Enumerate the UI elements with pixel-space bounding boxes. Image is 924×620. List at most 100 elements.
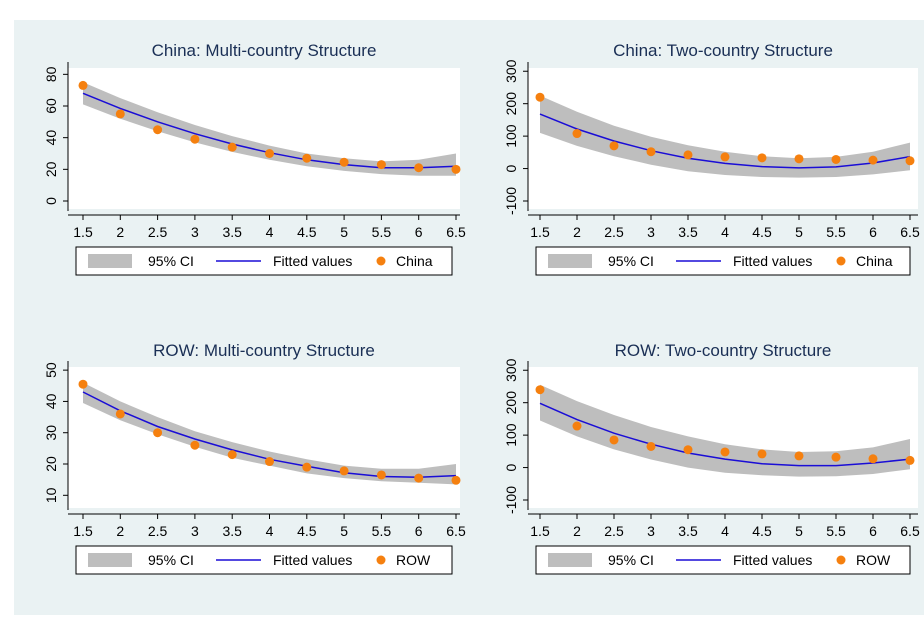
y-tick-label: 0	[503, 164, 519, 172]
data-point	[794, 451, 804, 461]
x-tick-label: 6.5	[446, 523, 466, 539]
x-tick-label: 4	[266, 523, 274, 539]
legend-fitted-label: Fitted values	[273, 253, 352, 269]
x-tick-label: 5.5	[826, 523, 846, 539]
legend-point-label: ROW	[856, 552, 891, 568]
data-point	[646, 441, 656, 451]
x-tick-label: 5	[340, 224, 348, 240]
data-point	[115, 109, 125, 119]
y-tick-label: -100	[503, 486, 519, 514]
data-point	[609, 435, 619, 445]
plot-area	[68, 68, 460, 209]
legend-ci-swatch	[88, 553, 132, 567]
x-tick-label: 6	[415, 523, 423, 539]
y-tick-label: 200	[503, 391, 519, 415]
data-point	[757, 153, 767, 163]
x-tick-label: 5	[795, 224, 803, 240]
data-point	[535, 385, 545, 395]
legend-box	[535, 545, 911, 575]
x-tick-label: 2	[573, 224, 581, 240]
x-tick-label: 4	[721, 224, 729, 240]
legend-ci-label: 95% CI	[608, 552, 654, 568]
data-point	[572, 421, 582, 431]
x-tick-label: 3.5	[678, 224, 698, 240]
x-tick-label: 2.5	[148, 523, 168, 539]
y-tick-label: 100	[503, 124, 519, 148]
x-tick-label: 4.5	[752, 523, 772, 539]
data-point	[535, 92, 545, 102]
chart-panel-1: China: Multi-country Structure 0 20 40 60 80 1…	[43, 41, 466, 276]
data-point	[190, 134, 200, 144]
chart-title: China: Multi-country Structure	[152, 41, 377, 60]
x-tick-label: 4.5	[752, 224, 772, 240]
data-point	[115, 409, 125, 419]
legend-ci-swatch	[88, 254, 132, 268]
x-tick-label: 2.5	[148, 224, 168, 240]
data-point	[339, 157, 349, 167]
ci-band	[540, 384, 910, 477]
data-point	[905, 156, 915, 166]
x-tick-label: 6.5	[900, 523, 920, 539]
x-tick-label: 3	[191, 224, 199, 240]
data-point	[868, 454, 878, 464]
x-tick-label: 5.5	[372, 523, 392, 539]
legend-box	[75, 246, 453, 276]
data-point	[376, 160, 386, 170]
data-point	[720, 152, 730, 162]
data-point	[831, 452, 841, 462]
data-point	[905, 455, 915, 465]
data-point	[868, 155, 878, 165]
chart-panel-4: ROW: Two-country Structure -100 0 100 200 300…	[503, 341, 920, 575]
data-point	[227, 450, 237, 460]
x-tick-label: 1.5	[73, 523, 93, 539]
legend-ci-label: 95% CI	[148, 253, 194, 269]
legend-ci-label: 95% CI	[148, 552, 194, 568]
y-tick-label: -100	[503, 187, 519, 215]
x-tick-label: 5.5	[826, 224, 846, 240]
plot-area	[68, 367, 460, 508]
legend-box	[535, 246, 911, 276]
data-point	[376, 470, 386, 480]
data-point	[78, 80, 88, 90]
x-tick-label: 4.5	[297, 224, 317, 240]
x-tick-label: 4	[266, 224, 274, 240]
data-point	[609, 141, 619, 151]
y-tick-label: 40	[43, 393, 59, 409]
y-tick-label: 10	[43, 487, 59, 503]
x-tick-label: 5	[795, 523, 803, 539]
legend-fitted-label: Fitted values	[733, 253, 812, 269]
data-point	[794, 154, 804, 164]
data-point	[265, 149, 274, 158]
legend-point-swatch	[836, 256, 846, 266]
data-point	[683, 445, 693, 455]
y-tick-label: 300	[503, 59, 519, 83]
data-point	[190, 440, 200, 450]
legend-ci-label: 95% CI	[608, 253, 654, 269]
x-tick-label: 3.5	[678, 523, 698, 539]
legend-point-swatch	[376, 555, 386, 565]
data-point	[414, 163, 424, 173]
x-tick-label: 2.5	[604, 224, 624, 240]
x-tick-label: 4.5	[297, 523, 317, 539]
y-tick-label: 20	[43, 161, 59, 177]
x-tick-label: 5	[340, 523, 348, 539]
x-tick-label: 2	[116, 224, 124, 240]
data-point	[451, 164, 461, 174]
data-point	[265, 457, 274, 467]
data-point	[646, 147, 656, 157]
data-point	[720, 447, 730, 457]
x-tick-label: 6.5	[900, 224, 920, 240]
x-tick-label: 2.5	[604, 523, 624, 539]
legend-ci-swatch	[548, 254, 592, 268]
legend-point-label: China	[856, 253, 893, 269]
data-point	[831, 154, 841, 164]
x-tick-label: 1.5	[73, 224, 93, 240]
x-tick-label: 2	[573, 523, 581, 539]
x-tick-label: 5.5	[372, 224, 392, 240]
data-point	[683, 150, 693, 160]
chart-panel-2: China: Two-country Structure -100 0 100 200 3…	[503, 41, 920, 276]
legend-point-swatch	[376, 256, 386, 266]
x-tick-label: 3.5	[222, 224, 242, 240]
